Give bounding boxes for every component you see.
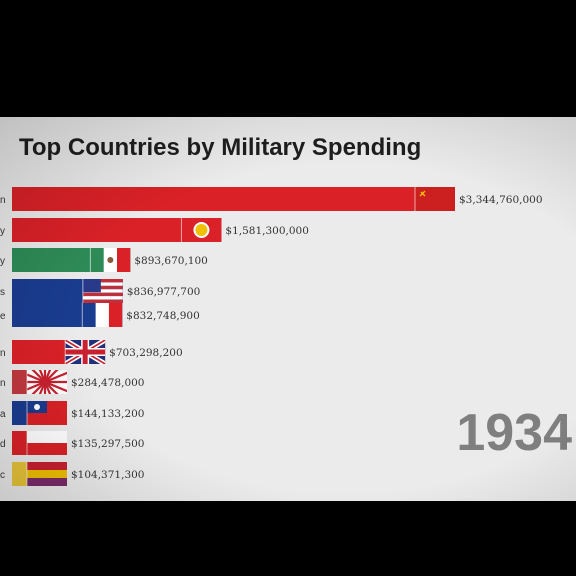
flag-stripe: [82, 282, 123, 286]
flag-stripe-green: [90, 248, 104, 272]
sun-ray: [44, 370, 59, 383]
bar-group: n $3,344,760,000: [0, 187, 543, 211]
sun-ray: [43, 381, 52, 394]
sun-ray: [27, 380, 46, 391]
flag-canton: [82, 279, 101, 293]
country-label: y: [0, 256, 5, 267]
sun-ray: [43, 370, 52, 383]
rising-sun-icon: [40, 377, 50, 387]
bar-group: c $104,371,300: [0, 462, 144, 486]
hammer-sickle-icon: [419, 190, 426, 197]
bar-group: n $284,478,000: [0, 370, 144, 394]
value-label: $104,371,300: [71, 469, 144, 481]
country-label: n: [0, 378, 6, 389]
country-label: n: [0, 348, 6, 359]
bar-group: a $144,133,200: [0, 401, 144, 425]
value-label: $893,670,100: [134, 255, 207, 267]
flag-stripe: [82, 299, 123, 303]
country-label: n: [0, 195, 6, 206]
united-kingdom-flag-icon: [65, 340, 106, 364]
japan-flag-icon: [27, 370, 67, 394]
bar: [12, 187, 455, 211]
flag-stripe: [82, 279, 123, 283]
value-label: $836,977,700: [127, 286, 200, 298]
sun-ray: [44, 371, 67, 384]
germany-flag-icon: [181, 218, 222, 242]
flag-stripe: [82, 289, 123, 293]
value-label: $144,133,200: [71, 408, 144, 420]
year-label: 1934: [456, 404, 572, 462]
flag-stripe-blue: [82, 303, 96, 327]
value-label: $3,344,760,000: [459, 194, 543, 206]
flag-stripe-yellow: [27, 470, 67, 478]
value-label: $703,298,200: [109, 347, 182, 359]
flag-field: [415, 187, 455, 211]
country-label: e: [0, 311, 6, 322]
value-label: $832,748,900: [126, 310, 199, 322]
cross-red-h: [65, 349, 106, 355]
bar-group: s $836,977,700: [0, 279, 200, 303]
spain-flag-icon: [27, 462, 67, 486]
bar-group: d $135,297,500: [0, 431, 144, 455]
sun-ray: [31, 381, 46, 394]
country-label: c: [0, 470, 5, 481]
value-label: $284,478,000: [71, 377, 144, 389]
sun-ray: [31, 370, 46, 383]
flag-stripe-white: [95, 303, 109, 327]
bar-group: n $703,298,200: [0, 340, 183, 364]
emblem-icon: [195, 224, 208, 236]
value-label: $135,297,500: [71, 438, 144, 450]
flag-stripe-purple: [27, 478, 67, 486]
italy-flag-icon: [90, 248, 131, 272]
crest-icon: [107, 257, 114, 263]
sun-ray: [44, 381, 59, 394]
sun-ray: [38, 370, 47, 383]
flag-stripe: [82, 285, 123, 290]
china-flag-icon: [27, 401, 67, 425]
white-sun-icon: [34, 404, 40, 410]
country-label: d: [0, 439, 6, 450]
country-label: y: [0, 226, 5, 237]
flag-stripe-red: [27, 443, 67, 455]
flag-stripe-red: [27, 462, 67, 470]
flag-stripe-red: [117, 248, 131, 272]
bar-group: y $893,670,100: [0, 248, 208, 272]
bar-group: e $832,748,900: [0, 303, 200, 327]
country-label: s: [0, 287, 5, 298]
france-flag-icon: [82, 303, 123, 327]
flag-stripe: [82, 292, 123, 297]
bar-chart: n $3,344,760,000 y $1,581,300,000 y $893,670,…: [0, 187, 543, 486]
value-label: $1,581,300,000: [225, 225, 309, 237]
sun-ray: [38, 381, 47, 394]
flag-stripe-red: [108, 303, 123, 327]
sun-ray: [44, 380, 67, 393]
country-label: a: [0, 409, 6, 420]
flag-stripe: [82, 296, 123, 300]
flag-stripe-white: [27, 431, 67, 443]
chart-frame: Top Countries by Military Spending n $3,3…: [0, 117, 576, 501]
bar-group: y $1,581,300,000: [0, 218, 309, 242]
poland-flag-icon: [27, 431, 67, 455]
soviet-union-flag-icon: [415, 187, 455, 211]
sun-ray: [27, 373, 46, 384]
chart-title: Top Countries by Military Spending: [19, 134, 422, 161]
united-states-flag-icon: [82, 279, 123, 303]
